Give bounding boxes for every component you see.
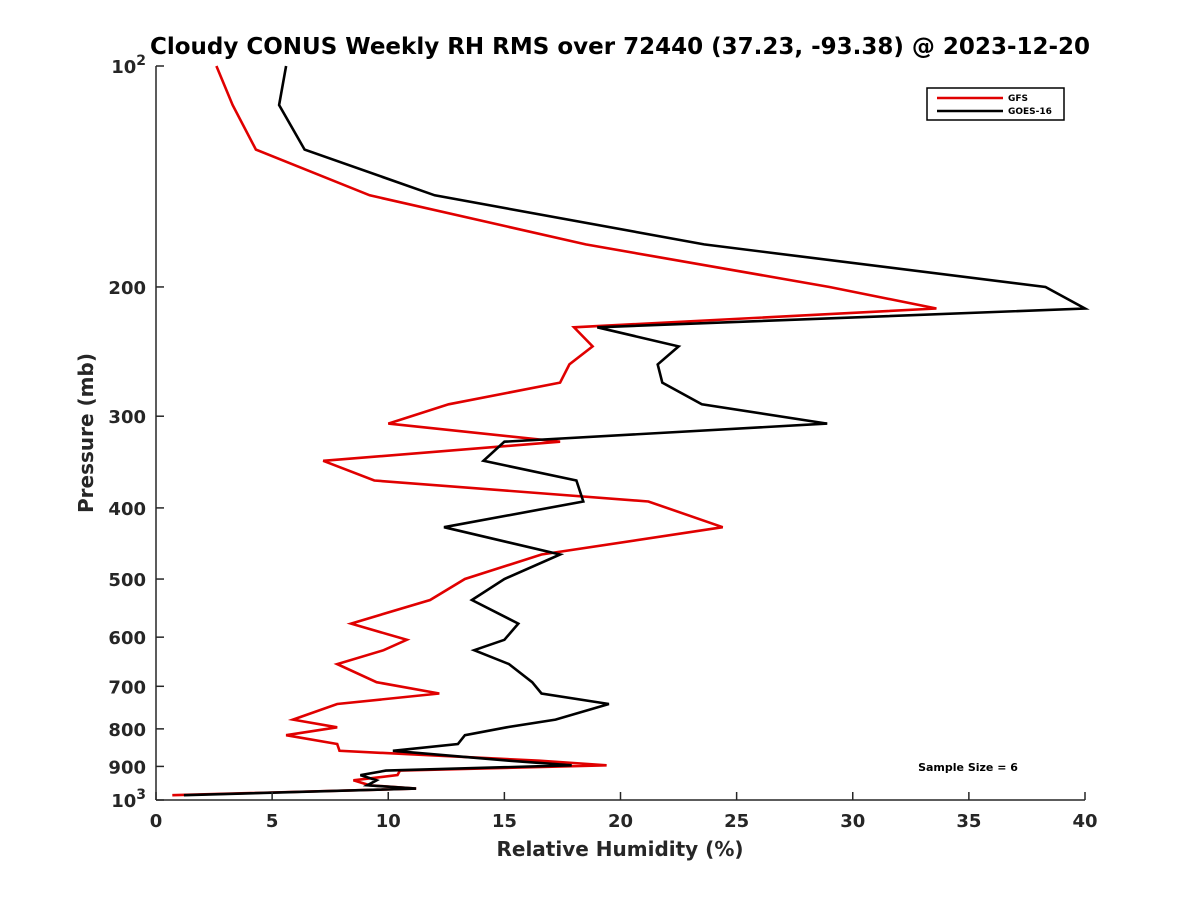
y-axis-ticks: 102 200 300 400 500 600 700 800 900 103 [108,53,164,812]
chart-title: Cloudy CONUS Weekly RH RMS over 72440 (3… [150,34,1090,60]
y-tick-label: 300 [108,407,146,428]
y-tick-label: 102 [111,53,146,78]
x-tick-label: 0 [150,811,163,832]
series-line-goes-16 [183,65,1090,797]
series-lines [172,65,1090,797]
y-tick-label: 103 [111,787,146,812]
sample-size-annotation: Sample Size = 6 [918,761,1018,774]
x-tick-label: 40 [1072,811,1097,832]
x-tick-label: 25 [724,811,749,832]
x-tick-label: 5 [266,811,279,832]
y-tick-label: 700 [108,677,146,698]
x-tick-label: 35 [956,811,981,832]
x-tick-label: 15 [492,811,517,832]
legend-box [926,87,1065,121]
y-tick-label: 500 [108,570,146,591]
axes [155,66,1085,801]
series-line-gfs [172,65,937,797]
x-axis-label: Relative Humidity (%) [496,837,743,861]
y-tick-label: 400 [108,499,146,520]
x-tick-label: 30 [840,811,865,832]
y-tick-label: 600 [108,628,146,649]
legend-label-gfs: GFS [1008,94,1028,104]
y-axis-label: Pressure (mb) [74,353,98,513]
x-axis-ticks: 0 5 10 15 20 25 30 35 40 [150,792,1098,832]
y-tick-label: 200 [108,278,146,299]
x-tick-label: 20 [608,811,633,832]
legend-label-goes-16: GOES-16 [1008,107,1052,117]
y-tick-label: 800 [108,720,146,741]
y-tick-label: 900 [108,757,146,778]
x-tick-label: 10 [376,811,401,832]
legend: GFS GOES-16 [926,87,1065,121]
